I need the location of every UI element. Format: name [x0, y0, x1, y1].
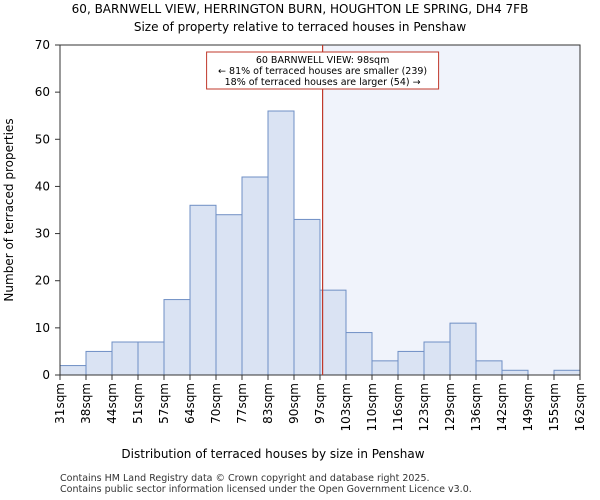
footer-licence: Contains public sector information licen…: [60, 484, 472, 495]
x-tick-label: 57sqm: [157, 383, 171, 424]
bar-31sqm: [59, 365, 87, 376]
x-axis-ticks: 31sqm 38sqm 44sqm 51sqm 57sqm 64sqm 70sqm 77sqm…: [53, 375, 587, 431]
y-tick-label: 30: [35, 227, 50, 241]
y-tick-label: 70: [35, 38, 50, 52]
y-axis-ticks: 0 10 20 30 40 50 60 70: [35, 38, 60, 382]
x-tick-label: 70sqm: [209, 383, 223, 424]
bar-83sqm: [267, 110, 295, 376]
x-tick-label: 31sqm: [53, 383, 67, 424]
y-tick-label: 40: [35, 179, 50, 193]
footer-copyright: Contains HM Land Registry data © Crown c…: [60, 473, 430, 484]
x-tick-label: 51sqm: [131, 383, 145, 424]
x-tick-label: 136sqm: [469, 383, 483, 431]
bar-97sqm: [319, 289, 347, 376]
bar-142sqm: [501, 369, 529, 376]
x-axis-label: Distribution of terraced houses by size …: [121, 447, 424, 461]
chart-title: 60, BARNWELL VIEW, HERRINGTON BURN, HOUG…: [71, 2, 529, 16]
x-tick-label: 38sqm: [79, 383, 93, 424]
bar-57sqm: [163, 299, 191, 376]
bar-77sqm: [241, 176, 269, 376]
x-tick-label: 116sqm: [391, 383, 405, 431]
bar-51sqm: [137, 341, 165, 376]
x-tick-label: 123sqm: [417, 383, 431, 431]
x-tick-label: 149sqm: [521, 383, 535, 431]
bar-110sqm: [371, 360, 399, 376]
bar-136sqm: [475, 360, 503, 376]
bar-38sqm: [85, 350, 113, 376]
bar-103sqm: [345, 332, 373, 376]
x-tick-label: 155sqm: [547, 383, 561, 431]
bar-155sqm: [553, 369, 581, 376]
annotation-box: 60 BARNWELL VIEW: 98sqm ← 81% of terrace…: [206, 51, 440, 90]
x-tick-label: 44sqm: [105, 383, 119, 424]
y-tick-label: 20: [35, 274, 50, 288]
larger-region-shade: [322, 45, 580, 375]
x-tick-label: 103sqm: [339, 383, 353, 431]
bar-123sqm: [423, 341, 451, 376]
bar-90sqm: [293, 218, 321, 376]
bar-44sqm: [111, 341, 139, 376]
annotation-frame: [206, 51, 440, 90]
annotation-line-1: 60 BARNWELL VIEW: 98sqm: [256, 55, 390, 66]
x-tick-label: 97sqm: [313, 383, 327, 424]
bars: [59, 110, 581, 376]
x-tick-label: 64sqm: [183, 383, 197, 424]
x-tick-label: 110sqm: [365, 383, 379, 431]
x-tick-label: 77sqm: [235, 383, 249, 424]
y-tick-label: 50: [35, 132, 50, 146]
x-tick-label: 142sqm: [495, 383, 509, 431]
y-tick-label: 10: [35, 321, 50, 335]
bar-64sqm: [189, 204, 217, 376]
bar-129sqm: [449, 322, 477, 376]
x-tick-label: 162sqm: [573, 383, 587, 431]
x-tick-label: 90sqm: [287, 383, 301, 424]
annotation-line-2: ← 81% of terraced houses are smaller (23…: [218, 66, 427, 77]
y-axis-label: Number of terraced properties: [2, 118, 16, 301]
chart-subtitle: Size of property relative to terraced ho…: [133, 20, 467, 34]
annotation-line-3: 18% of terraced houses are larger (54) →: [225, 77, 421, 88]
bar-116sqm: [397, 350, 425, 376]
y-tick-label: 60: [35, 85, 50, 99]
x-tick-label: 129sqm: [443, 383, 457, 431]
bar-70sqm: [215, 214, 243, 376]
y-tick-label: 0: [42, 368, 50, 382]
x-tick-label: 83sqm: [261, 383, 275, 424]
